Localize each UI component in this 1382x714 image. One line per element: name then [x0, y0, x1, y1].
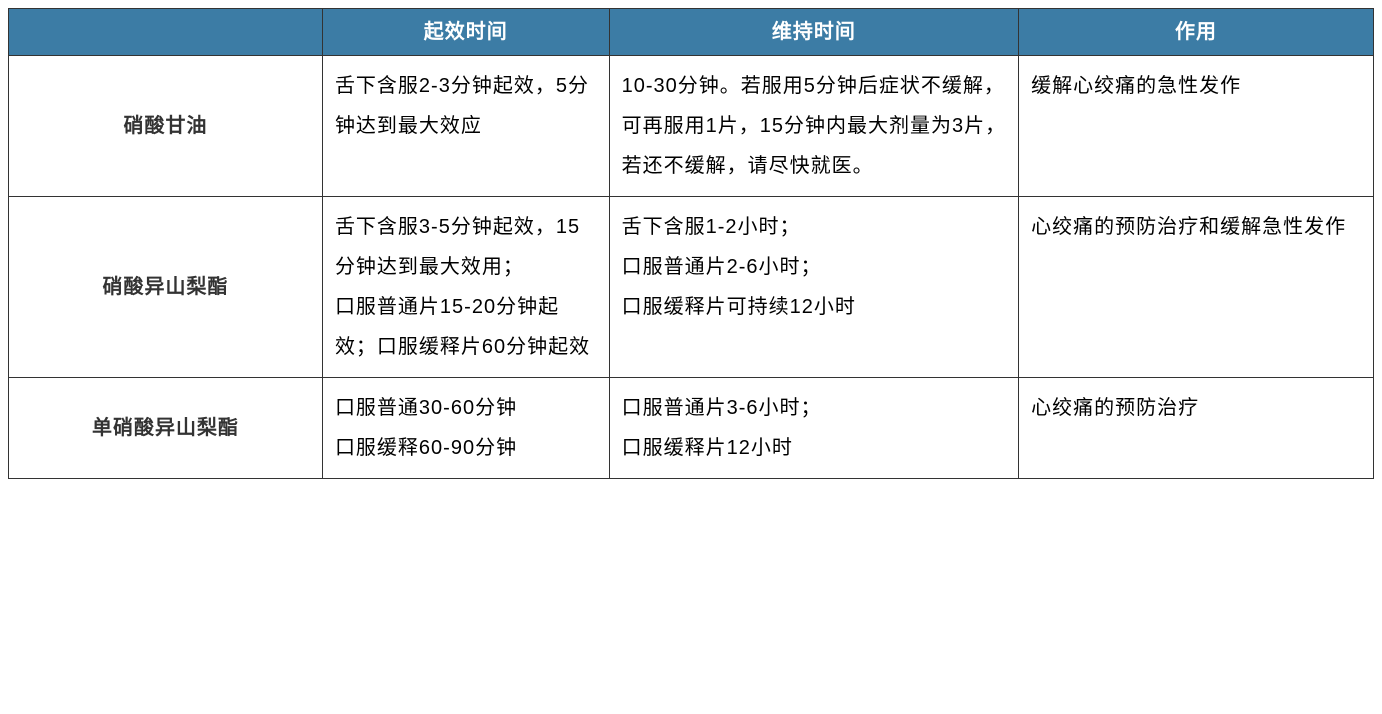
cell-effect: 心绞痛的预防治疗 [1019, 378, 1374, 479]
row-header: 硝酸甘油 [9, 56, 323, 197]
cell-duration: 10-30分钟。若服用5分钟后症状不缓解，可再服用1片，15分钟内最大剂量为3片… [609, 56, 1019, 197]
table-row: 硝酸异山梨酯 舌下含服3-5分钟起效，15分钟达到最大效用；口服普通片15-20… [9, 197, 1374, 378]
table-header-row: 起效时间 维持时间 作用 [9, 9, 1374, 56]
cell-effect: 缓解心绞痛的急性发作 [1019, 56, 1374, 197]
cell-duration: 舌下含服1-2小时；口服普通片2-6小时；口服缓释片可持续12小时 [609, 197, 1019, 378]
cell-onset: 舌下含服2-3分钟起效，5分钟达到最大效应 [322, 56, 609, 197]
col-header-onset: 起效时间 [322, 9, 609, 56]
col-header-empty [9, 9, 323, 56]
col-header-duration: 维持时间 [609, 9, 1019, 56]
cell-onset: 口服普通30-60分钟口服缓释60-90分钟 [322, 378, 609, 479]
table-row: 硝酸甘油 舌下含服2-3分钟起效，5分钟达到最大效应 10-30分钟。若服用5分… [9, 56, 1374, 197]
cell-duration: 口服普通片3-6小时；口服缓释片12小时 [609, 378, 1019, 479]
cell-onset: 舌下含服3-5分钟起效，15分钟达到最大效用；口服普通片15-20分钟起效；口服… [322, 197, 609, 378]
medication-comparison-table: 起效时间 维持时间 作用 硝酸甘油 舌下含服2-3分钟起效，5分钟达到最大效应 … [8, 8, 1374, 479]
row-header: 硝酸异山梨酯 [9, 197, 323, 378]
cell-effect: 心绞痛的预防治疗和缓解急性发作 [1019, 197, 1374, 378]
table-row: 单硝酸异山梨酯 口服普通30-60分钟口服缓释60-90分钟 口服普通片3-6小… [9, 378, 1374, 479]
row-header: 单硝酸异山梨酯 [9, 378, 323, 479]
col-header-effect: 作用 [1019, 9, 1374, 56]
